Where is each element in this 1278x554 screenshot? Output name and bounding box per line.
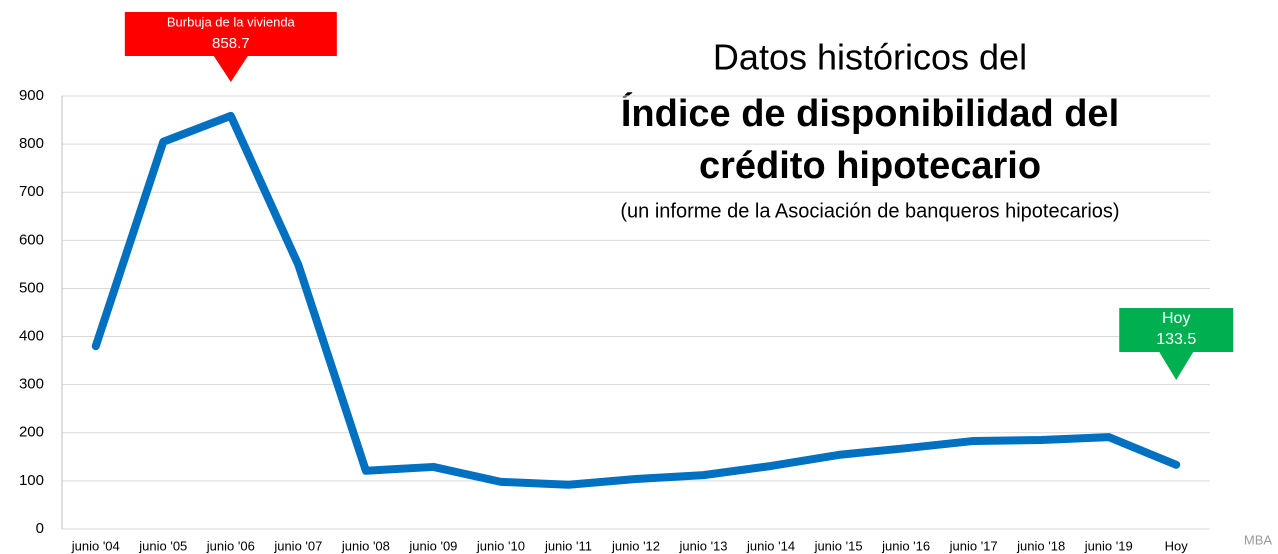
annotation-text: 858.7 <box>212 35 250 52</box>
x-tick-label: Hoy <box>1165 538 1189 553</box>
annotation-box <box>1119 308 1234 352</box>
x-tick-label: junio '08 <box>341 538 390 553</box>
x-tick-label: junio '11 <box>544 538 592 553</box>
y-tick-label: 0 <box>36 520 44 537</box>
x-tick-label: junio '05 <box>138 538 187 553</box>
y-tick-label: 700 <box>19 183 44 200</box>
x-tick-label: junio '10 <box>476 538 525 553</box>
chart-subtitle: (un informe de la Asociación de banquero… <box>620 200 1119 222</box>
x-tick-label: junio '07 <box>273 538 322 553</box>
annotation-text: Hoy <box>1162 310 1190 327</box>
y-tick-label: 500 <box>19 279 44 296</box>
y-tick-label: 800 <box>19 135 44 152</box>
annotation-arrow <box>213 56 248 82</box>
y-tick-label: 900 <box>19 87 44 104</box>
x-tick-label: junio '09 <box>408 538 457 553</box>
chart-title: crédito hipotecario <box>699 145 1041 187</box>
x-tick-label: junio '19 <box>1084 538 1133 553</box>
y-tick-label: 200 <box>19 424 44 441</box>
x-tick-label: junio '06 <box>206 538 255 553</box>
chart-title: Datos históricos del <box>713 37 1027 78</box>
y-tick-label: 300 <box>19 376 44 393</box>
x-tick-label: junio '15 <box>814 538 863 553</box>
x-tick-label: junio '13 <box>679 538 728 553</box>
y-tick-label: 400 <box>19 328 44 345</box>
annotation-text: 133.5 <box>1156 331 1196 348</box>
annotation-text: Burbuja de la vivienda <box>167 14 296 29</box>
x-tick-label: junio '16 <box>881 538 930 553</box>
x-tick-label: junio '04 <box>71 538 120 553</box>
y-tick-label: 100 <box>19 472 44 489</box>
x-tick-label: junio '14 <box>746 538 795 553</box>
x-tick-label: junio '12 <box>611 538 660 553</box>
data-line <box>91 111 1181 489</box>
annotation-arrow <box>1159 352 1194 380</box>
annotation-box <box>124 12 337 56</box>
x-tick-label: junio '18 <box>1016 538 1065 553</box>
x-tick-label: junio '17 <box>949 538 998 553</box>
chart-title: Índice de disponibilidad del <box>621 91 1119 135</box>
source: MBA <box>1244 532 1273 547</box>
y-tick-label: 600 <box>19 231 44 248</box>
